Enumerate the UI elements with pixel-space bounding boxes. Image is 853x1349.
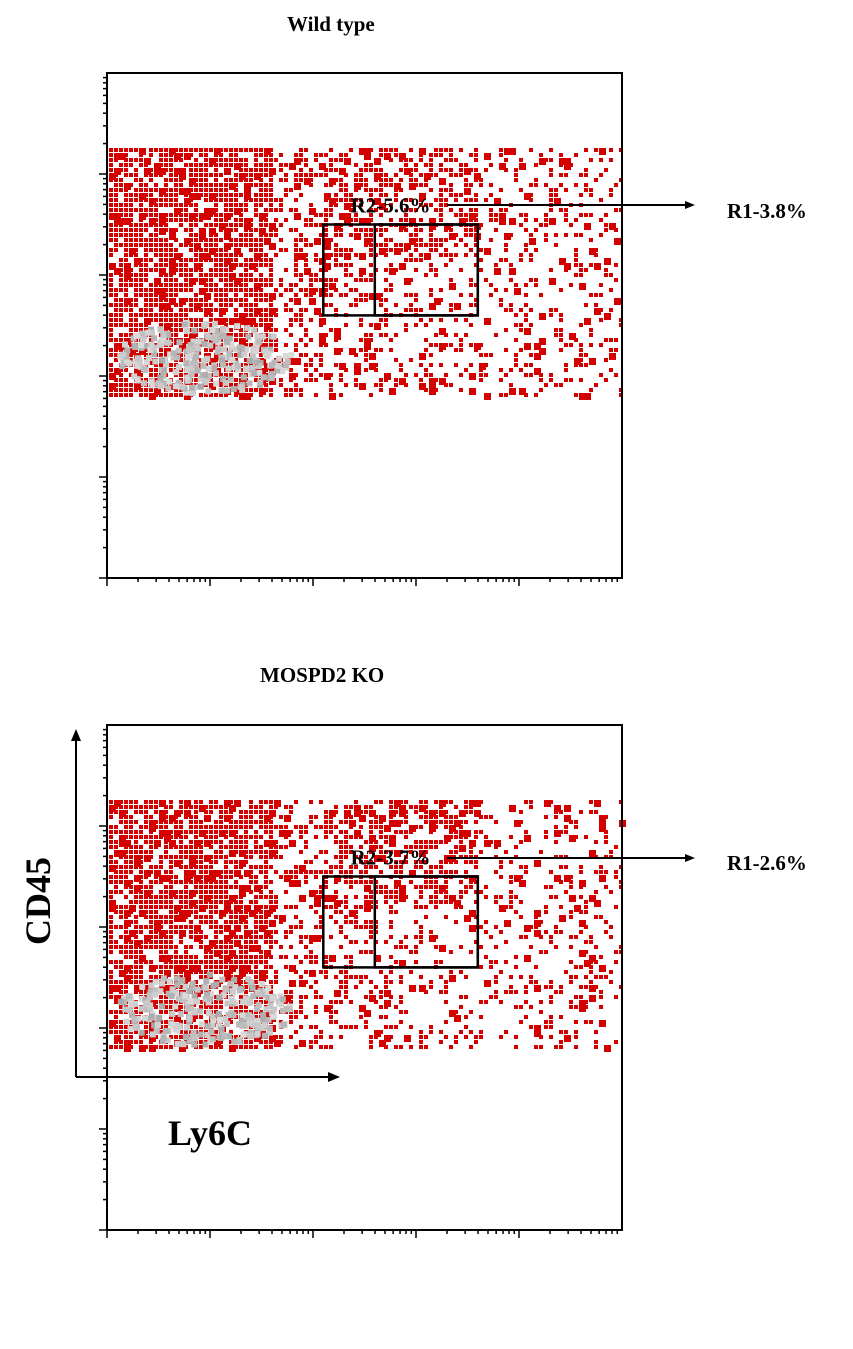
plot-frame — [106, 724, 623, 1231]
gate-r1-pointer-head — [685, 854, 695, 862]
gate-r1 — [373, 223, 480, 317]
panel-2-title: MOSPD2 KO — [260, 663, 385, 687]
x-axis-title: Ly6C — [168, 1113, 253, 1153]
axis-ticks — [99, 76, 619, 586]
event-cloud — [109, 148, 623, 400]
gate-r1-pointer-head — [685, 201, 695, 209]
x-axis-arrow-head — [328, 1072, 340, 1082]
gate-r2-label: R2-5.6% — [351, 194, 431, 218]
y-axis-arrow-head — [71, 729, 81, 741]
panel-wild-type: R2-5.6% R1-3.8% — [99, 72, 807, 586]
gate-r1-label: R1-2.6% — [727, 851, 807, 875]
plot-frame — [106, 72, 623, 579]
panel-mospd2-ko: R2-3.7% R1-2.6% — [99, 724, 807, 1238]
gate-r2-label: R2-3.7% — [351, 846, 431, 870]
panel-1-title: Wild type — [287, 12, 375, 36]
axis-arrows — [71, 729, 340, 1082]
gate-r1 — [373, 875, 480, 969]
gate-r1-label: R1-3.8% — [727, 199, 807, 223]
gates — [322, 223, 480, 317]
axis-ticks — [99, 728, 619, 1238]
gates — [322, 875, 480, 969]
event-cloud — [109, 800, 626, 1052]
y-axis-title: CD45 — [18, 857, 58, 945]
